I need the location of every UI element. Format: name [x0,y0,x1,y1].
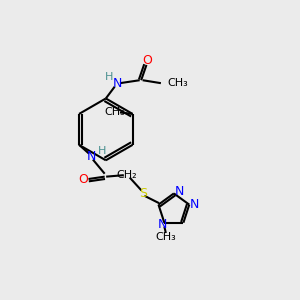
Text: CH₃: CH₃ [155,232,176,242]
Text: O: O [78,172,88,185]
Text: CH₃: CH₃ [168,78,188,88]
Text: S: S [139,187,147,200]
Text: CH₂: CH₂ [116,170,137,180]
Text: N: N [190,198,199,211]
Text: CH₃: CH₃ [105,107,125,118]
Text: H: H [105,72,113,82]
Text: N: N [112,77,122,90]
Text: N: N [158,218,168,231]
Text: N: N [175,185,184,199]
Text: H: H [98,146,106,156]
Text: O: O [142,54,152,67]
Text: N: N [87,150,96,163]
